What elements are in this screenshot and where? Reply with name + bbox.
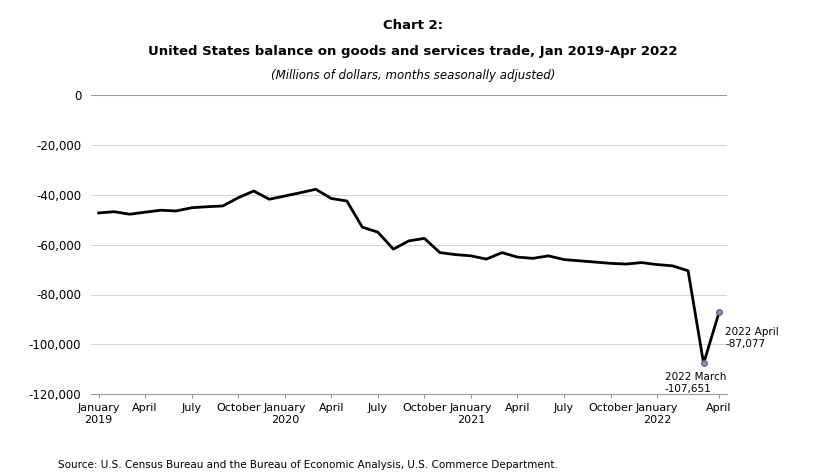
Text: Source: U.S. Census Bureau and the Bureau of Economic Analysis, U.S. Commerce De: Source: U.S. Census Bureau and the Burea… [58,460,558,470]
Text: 2022 March
-107,651: 2022 March -107,651 [665,372,726,394]
Text: 2022 April
-87,077: 2022 April -87,077 [725,327,779,349]
Text: United States balance on goods and services trade, Jan 2019-Apr 2022: United States balance on goods and servi… [148,45,678,58]
Text: Chart 2:: Chart 2: [383,19,443,32]
Text: (Millions of dollars, months seasonally adjusted): (Millions of dollars, months seasonally … [271,69,555,82]
